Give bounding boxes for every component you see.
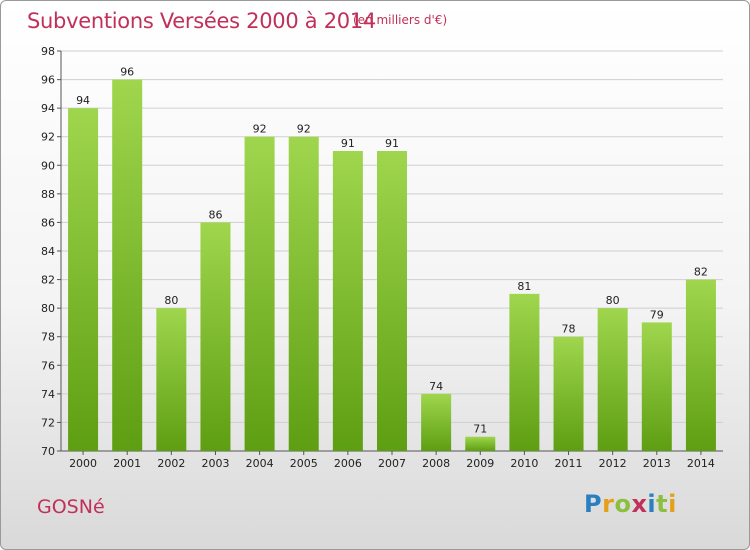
x-tick-label: 2004 — [246, 457, 274, 470]
chart-title: Subventions Versées 2000 à 2014 — [27, 9, 376, 33]
bar — [553, 336, 584, 451]
logo-letter: r — [602, 490, 615, 518]
bar-value-label: 92 — [253, 123, 267, 136]
bar — [641, 322, 672, 451]
bar — [244, 136, 275, 451]
bar — [156, 308, 187, 451]
bar — [377, 151, 407, 451]
bar-value-label: 79 — [650, 308, 664, 321]
bar-value-label: 91 — [341, 137, 355, 150]
y-tick-label: 70 — [41, 445, 55, 458]
commune-name: GOSNé — [37, 496, 105, 518]
y-tick-label: 78 — [41, 331, 55, 344]
x-tick-label: 2003 — [201, 457, 229, 470]
bar-value-label: 80 — [606, 294, 620, 307]
y-tick-label: 84 — [41, 245, 55, 258]
bar — [509, 293, 540, 451]
y-tick-label: 80 — [41, 302, 55, 315]
bar — [68, 108, 99, 452]
labels: 70 72 74 76 78 80 82 84 86 88 90 92 94 96 98 94 2000 96 20… — [41, 45, 715, 470]
logo-letter: o — [614, 490, 632, 518]
x-tick-label: 2013 — [643, 457, 671, 470]
logo-letter: i — [647, 490, 657, 518]
x-tick-label: 2012 — [599, 457, 627, 470]
bar-value-label: 91 — [385, 137, 399, 150]
bar — [685, 279, 716, 451]
x-tick-label: 2001 — [113, 457, 141, 470]
bar-value-label: 80 — [164, 294, 178, 307]
y-tick-label: 90 — [41, 159, 55, 172]
bar — [421, 393, 452, 451]
proxiti-logo[interactable]: Proxiti — [584, 490, 677, 518]
x-tick-label: 2008 — [422, 457, 450, 470]
bar-value-label: 71 — [473, 423, 487, 436]
bar-value-label: 82 — [694, 266, 708, 279]
y-tick-label: 72 — [41, 416, 55, 429]
x-tick-label: 2006 — [334, 457, 362, 470]
logo-letter: P — [584, 490, 603, 518]
x-tick-label: 2010 — [510, 457, 538, 470]
bar-value-label: 92 — [297, 123, 311, 136]
y-tick-label: 96 — [41, 74, 55, 87]
bar — [288, 136, 319, 451]
bar — [597, 308, 628, 451]
logo-letter: t — [656, 490, 669, 518]
bar-value-label: 86 — [208, 208, 222, 221]
bar-value-label: 96 — [120, 66, 134, 79]
x-tick-label: 2007 — [378, 457, 406, 470]
bar — [332, 151, 363, 451]
y-tick-label: 74 — [41, 388, 55, 401]
y-tick-label: 98 — [41, 45, 55, 58]
x-tick-label: 2014 — [687, 457, 715, 470]
bar — [112, 79, 143, 452]
x-tick-label: 2009 — [466, 457, 494, 470]
chart-subtitle: (en milliers d'€) — [353, 13, 448, 27]
x-tick-label: 2002 — [157, 457, 185, 470]
y-tick-label: 76 — [41, 359, 55, 372]
x-tick-label: 2000 — [69, 457, 97, 470]
bar-value-label: 81 — [517, 280, 531, 293]
y-tick-label: 94 — [41, 102, 55, 115]
y-tick-label: 92 — [41, 131, 55, 144]
bar — [200, 222, 231, 451]
x-tick-label: 2011 — [555, 457, 583, 470]
bar-value-label: 94 — [76, 94, 90, 107]
bars — [68, 79, 716, 452]
bar-value-label: 78 — [562, 323, 576, 336]
bar-value-label: 74 — [429, 380, 443, 393]
bar — [465, 436, 496, 451]
y-tick-label: 86 — [41, 216, 55, 229]
y-tick-label: 82 — [41, 274, 55, 287]
y-tick-label: 88 — [41, 188, 55, 201]
logo-letter: x — [631, 490, 648, 518]
x-tick-label: 2005 — [290, 457, 318, 470]
logo-letter: i — [668, 490, 677, 518]
